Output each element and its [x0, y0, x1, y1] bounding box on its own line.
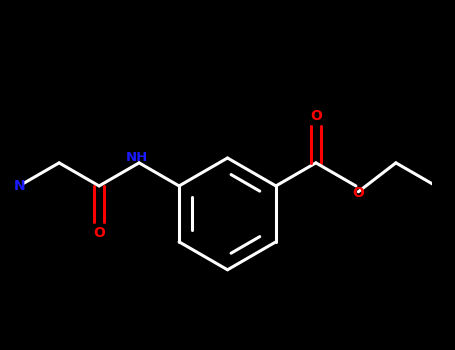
- Text: O: O: [352, 186, 364, 200]
- Text: N: N: [13, 179, 25, 193]
- Text: NH: NH: [126, 150, 148, 163]
- Text: O: O: [93, 226, 105, 240]
- Text: O: O: [310, 109, 322, 123]
